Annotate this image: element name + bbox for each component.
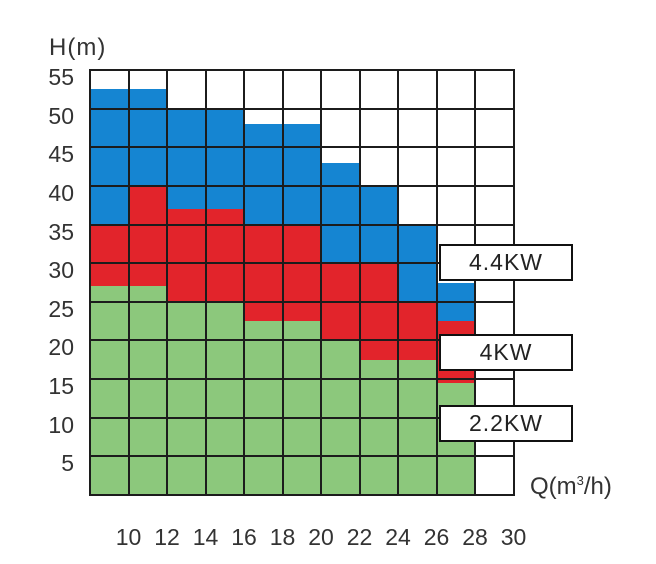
x-axis-title-post: /h) xyxy=(583,473,612,500)
band-2-2kw-green-q14-16 xyxy=(205,301,244,495)
band-4-4kw-blue-q20-22 xyxy=(321,162,360,264)
grid-vline-q26 xyxy=(435,69,438,496)
band-4-4kw-blue-q8-10 xyxy=(90,89,129,225)
grid-vline-q12 xyxy=(166,69,168,496)
x-tick-30: 30 xyxy=(500,524,527,550)
band-2-2kw-green-q10-12 xyxy=(128,286,167,495)
grid-hline-h55 xyxy=(89,69,515,71)
grid-vline-q14 xyxy=(204,69,207,496)
x-tick-28: 28 xyxy=(462,524,488,550)
grid-hline-h50 xyxy=(89,107,515,110)
band-4kw-red-q22-24 xyxy=(359,263,398,360)
grid-hline-h30 xyxy=(89,262,515,265)
grid-hline-h0 xyxy=(89,494,515,496)
power-box-2-2kw: 2.2KW xyxy=(439,404,573,442)
grid-vline-q30 xyxy=(512,69,515,496)
y-tick-50: 50 xyxy=(48,102,74,129)
band-4-4kw-blue-q18-20 xyxy=(282,124,321,225)
grid-vline-q10 xyxy=(127,69,130,496)
band-4-4kw-blue-q14-16 xyxy=(205,108,244,210)
band-2-2kw-green-q24-26 xyxy=(398,359,437,495)
band-4kw-red-q24-26 xyxy=(398,301,437,360)
band-4-4kw-blue-q16-18 xyxy=(244,124,283,225)
grid-vline-q18 xyxy=(281,69,284,496)
band-4kw-red-q10-12 xyxy=(128,185,167,287)
x-axis-title-pre: Q(m xyxy=(530,473,577,500)
y-tick-40: 40 xyxy=(48,179,74,206)
x-tick-26: 26 xyxy=(423,524,450,550)
y-tick-30: 30 xyxy=(48,257,74,284)
grid-hline-h40 xyxy=(89,184,515,187)
grid-hline-h5 xyxy=(89,455,515,458)
band-2-2kw-green-q18-20 xyxy=(282,321,321,495)
x-tick-10: 10 xyxy=(115,524,142,550)
band-2-2kw-green-q8-10 xyxy=(90,286,129,495)
y-tick-35: 35 xyxy=(48,218,74,245)
x-tick-20: 20 xyxy=(308,524,334,550)
y-tick-10: 10 xyxy=(48,411,74,438)
band-4-4kw-blue-q12-14 xyxy=(167,108,206,210)
grid-hline-h20 xyxy=(89,339,515,342)
band-2-2kw-green-q16-18 xyxy=(244,321,283,495)
band-2-2kw-green-q12-14 xyxy=(167,301,206,495)
grid-hline-h35 xyxy=(89,223,515,226)
grid-vline-q16 xyxy=(243,69,245,496)
power-box-4-4kw: 4.4KW xyxy=(439,243,573,281)
x-tick-18: 18 xyxy=(269,524,296,550)
x-axis-title-superscript: 3 xyxy=(576,473,584,488)
y-tick-55: 55 xyxy=(48,64,74,90)
x-axis-title: Q(m3/h) xyxy=(530,473,612,501)
grid-vline-q8 xyxy=(89,69,91,496)
grid-vline-q24 xyxy=(397,69,399,496)
y-axis-title: H(m) xyxy=(49,34,107,61)
x-tick-22: 22 xyxy=(346,524,373,550)
grid-hline-h25 xyxy=(89,300,515,303)
x-tick-12: 12 xyxy=(154,524,180,550)
y-tick-5: 5 xyxy=(61,450,74,477)
grid-vline-q28 xyxy=(474,69,476,496)
x-tick-14: 14 xyxy=(192,524,219,550)
grid-hline-h45 xyxy=(89,146,515,149)
grid-hline-h15 xyxy=(89,378,515,381)
y-tick-15: 15 xyxy=(48,373,74,400)
grid-hline-h10 xyxy=(89,416,515,419)
band-2-2kw-green-q22-24 xyxy=(359,359,398,495)
grid-vline-q20 xyxy=(320,69,322,496)
y-tick-20: 20 xyxy=(48,334,74,361)
power-box-4kw: 4KW xyxy=(439,334,573,371)
y-tick-45: 45 xyxy=(48,141,74,168)
band-4kw-red-q8-10 xyxy=(90,224,129,287)
band-4kw-red-q18-20 xyxy=(282,224,321,322)
x-tick-16: 16 xyxy=(231,524,257,550)
band-4kw-red-q16-18 xyxy=(244,224,283,322)
band-4-4kw-blue-q10-12 xyxy=(128,89,167,186)
grid-vline-q22 xyxy=(358,69,361,496)
y-tick-25: 25 xyxy=(48,295,74,322)
x-tick-24: 24 xyxy=(385,524,411,550)
